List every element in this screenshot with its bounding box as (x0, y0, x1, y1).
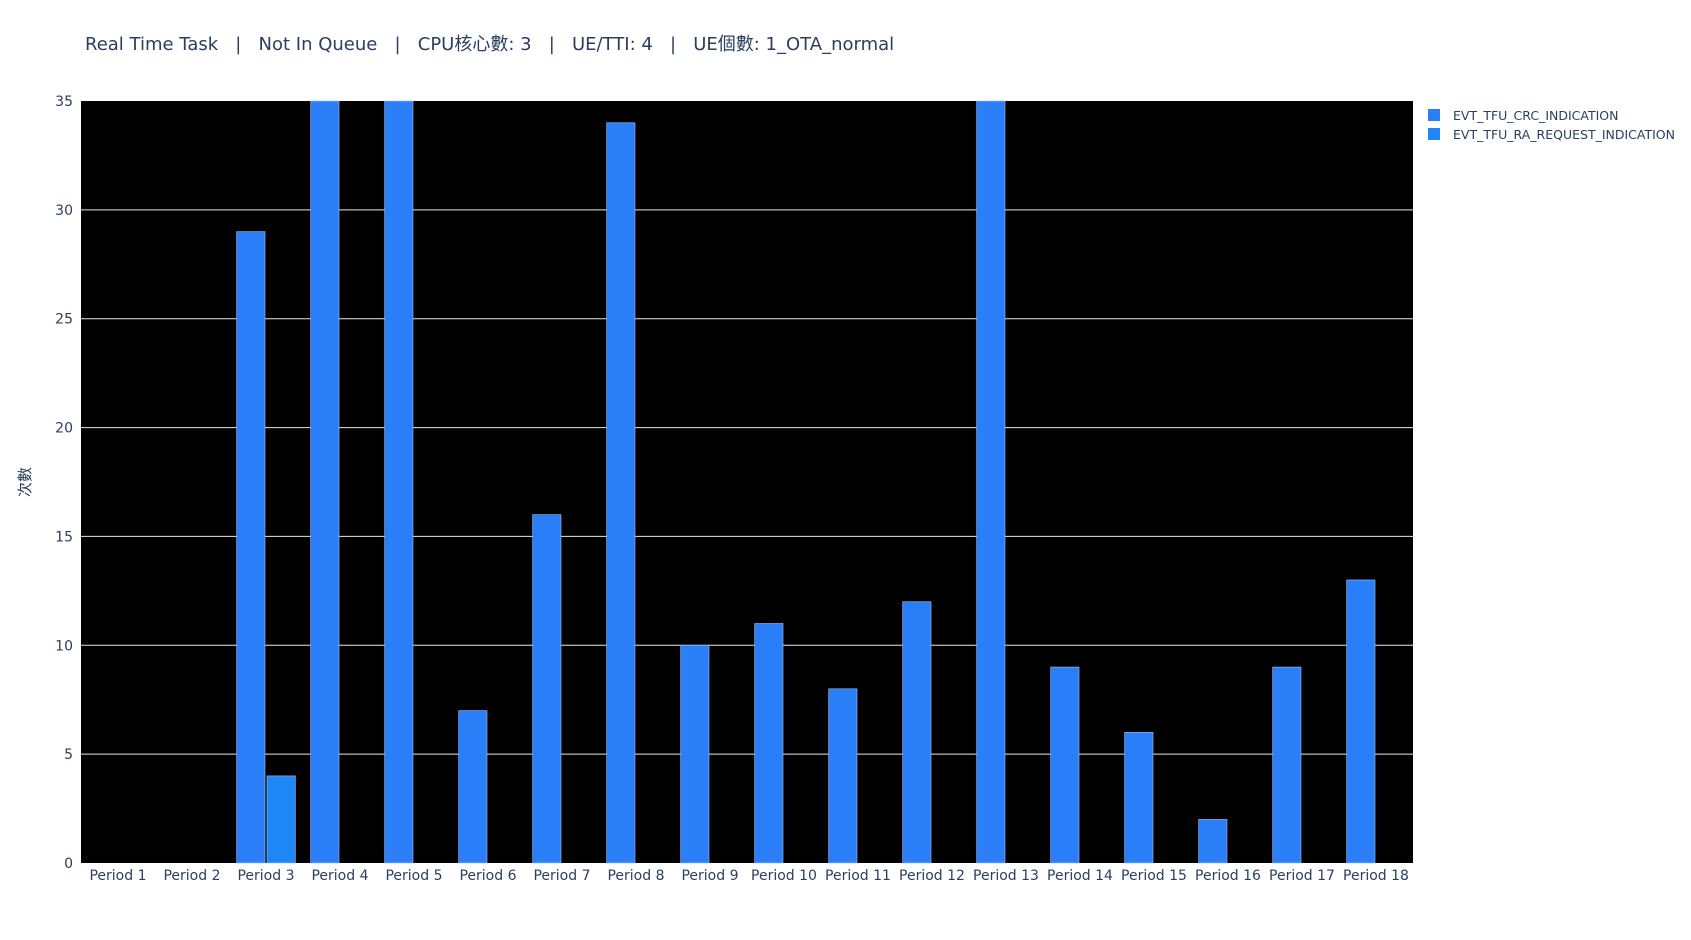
bar-crc-16[interactable] (1198, 819, 1228, 864)
x-tick-label: Period 11 (825, 868, 891, 884)
x-axis-ticks: Period 1 Period 2 Period 3 Period 4 Period 5… (89, 868, 1408, 884)
bar-crc-17[interactable] (1272, 666, 1302, 864)
bar-crc-8[interactable] (606, 122, 636, 864)
legend-label[interactable]: EVT_TFU_RA_REQUEST_INDICATION (1453, 127, 1675, 142)
bar-ra-request-3[interactable] (266, 775, 296, 864)
x-tick-label: Period 8 (607, 868, 664, 884)
x-tick-label: Period 5 (385, 868, 442, 884)
x-tick-label: Period 1 (89, 868, 146, 884)
legend[interactable]: EVT_TFU_CRC_INDICATION EVT_TFU_RA_REQUEST… (1428, 108, 1675, 142)
bar-crc-13[interactable] (976, 100, 1006, 864)
y-tick-label: 35 (55, 94, 73, 110)
y-tick-label: 25 (55, 312, 73, 328)
legend-swatch[interactable] (1428, 128, 1440, 140)
x-tick-label: Period 18 (1343, 868, 1409, 884)
y-axis-ticks: 0 5 10 15 20 25 30 35 (55, 94, 73, 872)
bar-crc-4[interactable] (310, 100, 340, 864)
x-tick-label: Period 17 (1269, 868, 1335, 884)
x-tick-label: Period 10 (751, 868, 817, 884)
grid-lines (81, 209, 1413, 755)
bar-crc-15[interactable] (1124, 732, 1154, 864)
y-tick-label: 10 (55, 638, 73, 654)
legend-swatch[interactable] (1428, 109, 1440, 121)
bar-crc-14[interactable] (1050, 666, 1080, 864)
x-tick-label: Period 12 (899, 868, 965, 884)
plot-background (81, 101, 1413, 863)
x-tick-label: Period 15 (1121, 868, 1187, 884)
y-tick-label: 0 (64, 856, 73, 872)
bar-crc-18[interactable] (1346, 579, 1376, 864)
y-tick-label: 20 (55, 421, 73, 437)
bar-crc-7[interactable] (532, 514, 562, 864)
y-tick-label: 5 (64, 747, 73, 763)
bar-crc-5[interactable] (384, 100, 414, 864)
x-tick-label: Period 3 (237, 868, 294, 884)
bar-crc-6[interactable] (458, 710, 488, 864)
x-tick-label: Period 7 (533, 868, 590, 884)
y-tick-label: 15 (55, 529, 73, 545)
legend-label[interactable]: EVT_TFU_CRC_INDICATION (1453, 108, 1619, 123)
x-tick-label: Period 14 (1047, 868, 1113, 884)
x-tick-label: Period 13 (973, 868, 1039, 884)
bars (236, 100, 1376, 864)
bar-crc-12[interactable] (902, 601, 932, 864)
bar-crc-9[interactable] (680, 644, 710, 864)
bar-crc-3[interactable] (236, 231, 266, 864)
x-tick-label: Period 9 (681, 868, 738, 884)
x-tick-label: Period 6 (459, 868, 516, 884)
chart-title: Real Time Task | Not In Queue | CPU核心數: … (85, 34, 894, 55)
x-tick-label: Period 2 (163, 868, 220, 884)
bar-crc-10[interactable] (754, 623, 784, 864)
x-tick-label: Period 16 (1195, 868, 1261, 884)
x-tick-label: Period 4 (311, 868, 368, 884)
y-tick-label: 30 (55, 203, 73, 219)
bar-crc-11[interactable] (828, 688, 858, 864)
y-axis-label: 次數 (16, 467, 34, 497)
